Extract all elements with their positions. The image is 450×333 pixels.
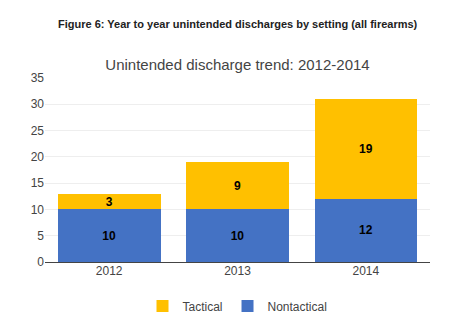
svg-text:12: 12 <box>359 223 373 237</box>
svg-text:15: 15 <box>31 176 45 190</box>
svg-text:Nontactical: Nontactical <box>268 300 327 314</box>
svg-text:2014: 2014 <box>352 264 379 278</box>
svg-text:2012: 2012 <box>96 264 123 278</box>
svg-text:30: 30 <box>31 97 45 111</box>
svg-text:9: 9 <box>234 179 241 193</box>
svg-text:0: 0 <box>37 255 44 269</box>
svg-text:35: 35 <box>31 71 45 85</box>
svg-text:10: 10 <box>31 203 45 217</box>
svg-text:Unintended discharge trend: 20: Unintended discharge trend: 2012-2014 <box>105 56 369 73</box>
svg-text:2013: 2013 <box>224 264 251 278</box>
svg-text:25: 25 <box>31 124 45 138</box>
svg-text:20: 20 <box>31 150 45 164</box>
svg-text:10: 10 <box>231 229 245 243</box>
svg-text:10: 10 <box>102 229 116 243</box>
svg-text:Tactical: Tactical <box>183 300 223 314</box>
svg-text:Figure 6: Year to year uninten: Figure 6: Year to year unintended discha… <box>58 18 418 30</box>
svg-text:19: 19 <box>359 142 373 156</box>
svg-text:3: 3 <box>106 195 113 209</box>
svg-text:5: 5 <box>37 229 44 243</box>
